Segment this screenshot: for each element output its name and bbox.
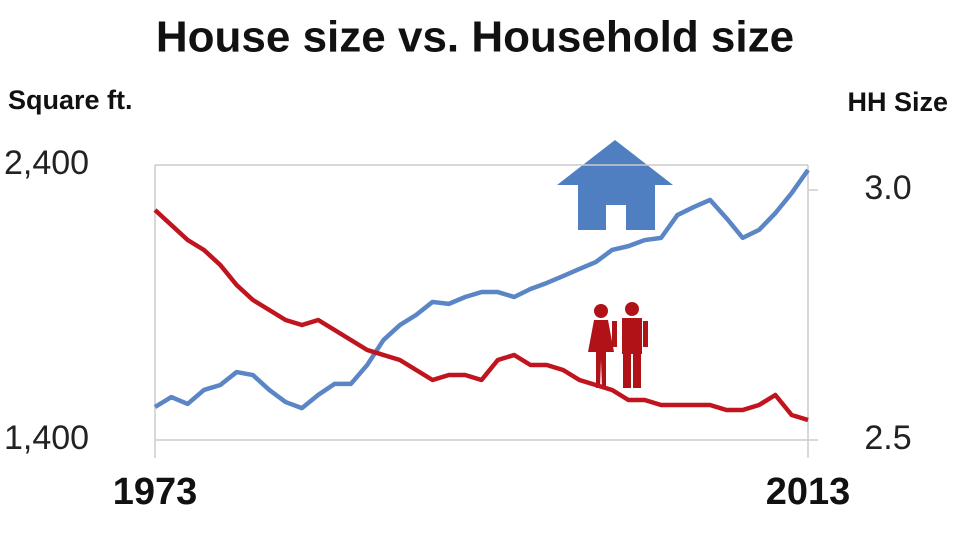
y-axis-label: Square ft.	[8, 85, 133, 115]
x-tick-label: 1973	[113, 471, 198, 513]
y2-tick-label: 2.5	[864, 419, 911, 457]
y-tick-label: 1,400	[4, 419, 89, 457]
chart-title: House size vs. Household size	[156, 13, 794, 62]
y-tick-label: 2,400	[4, 144, 89, 182]
y2-tick-label: 3.0	[864, 169, 911, 207]
house-icon	[557, 140, 673, 230]
y2-axis-label: HH Size	[847, 87, 948, 117]
data-line	[153, 208, 809, 423]
data-line	[153, 168, 810, 411]
people-icon	[588, 302, 648, 388]
x-tick-label: 2013	[766, 471, 851, 513]
